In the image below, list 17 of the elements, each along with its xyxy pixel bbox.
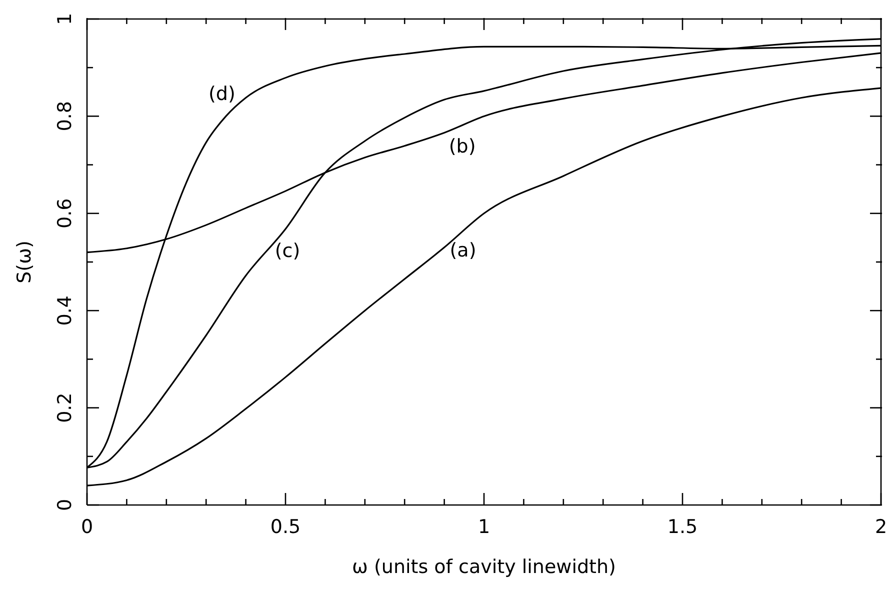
x-axis-title: ω (units of cavity linewidth): [352, 556, 616, 578]
x-tick-label: 1.5: [667, 516, 698, 538]
y-axis-title: S(ω): [14, 240, 36, 284]
y-tick-label: 0.8: [54, 101, 76, 132]
x-tick-label: 0: [80, 516, 94, 538]
y-tick-label: 0.6: [54, 198, 76, 229]
series-label: (c): [274, 240, 300, 262]
series-label: (b): [448, 136, 476, 158]
x-tick-label: 0.5: [270, 516, 301, 538]
x-tick-label: 1: [478, 516, 490, 538]
x-tick-label: 2: [874, 516, 886, 538]
series-label: (d): [208, 83, 236, 106]
y-tick-label: 1: [54, 12, 76, 26]
y-tick-label: 0.2: [54, 392, 76, 423]
series-label: (a): [450, 239, 476, 262]
y-tick-label: 0.4: [54, 295, 76, 326]
y-tick-label: 0: [54, 498, 76, 512]
